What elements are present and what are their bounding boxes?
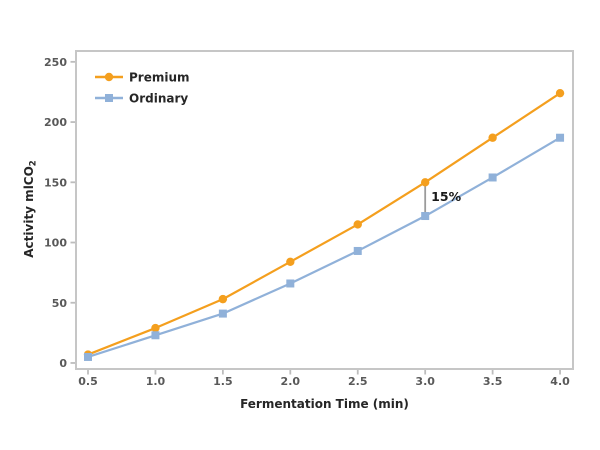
x-tick-label: 3.5 bbox=[483, 375, 503, 388]
y-axis-label: Activity mlCO2 bbox=[22, 160, 39, 258]
x-tick-label: 1.0 bbox=[146, 375, 166, 388]
ordinary-marker bbox=[84, 352, 93, 361]
plot-frame bbox=[75, 50, 574, 370]
ordinary-marker bbox=[353, 246, 362, 255]
premium-marker bbox=[555, 88, 565, 98]
legend-premium-circle-icon bbox=[104, 72, 114, 82]
ordinary-marker bbox=[421, 212, 430, 221]
ordinary-marker bbox=[488, 173, 497, 182]
ordinary-marker bbox=[151, 331, 160, 340]
premium-line bbox=[87, 92, 561, 356]
legend-ordinary-label: Ordinary bbox=[129, 92, 188, 106]
ordinary-marker bbox=[286, 279, 295, 288]
x-tick-label: 4.0 bbox=[550, 375, 570, 388]
premium-marker bbox=[286, 257, 295, 266]
premium-marker bbox=[151, 323, 160, 333]
x-tick-label: 2.0 bbox=[281, 375, 301, 388]
y-tick-label: 50 bbox=[52, 297, 68, 310]
x-tick-label: 0.5 bbox=[78, 375, 98, 388]
premium-marker bbox=[488, 133, 497, 142]
premium-marker bbox=[420, 178, 430, 187]
x-axis-label: Fermentation Time (min) bbox=[240, 397, 409, 411]
premium-marker bbox=[353, 220, 362, 229]
ordinary-marker bbox=[556, 133, 565, 142]
x-tick-label: 1.5 bbox=[213, 375, 233, 388]
y-tick-label: 200 bbox=[44, 116, 67, 129]
y-tick-label: 100 bbox=[44, 237, 67, 250]
x-tick-label: 3.0 bbox=[415, 375, 435, 388]
y-tick-label: 150 bbox=[44, 176, 67, 189]
annotation-label: 15% bbox=[431, 189, 461, 204]
legend-premium-label: Premium bbox=[129, 71, 190, 85]
x-tick-label: 2.5 bbox=[348, 375, 368, 388]
ordinary-line bbox=[87, 136, 561, 359]
legend-ordinary-square-icon bbox=[105, 94, 113, 102]
y-tick-label: 250 bbox=[44, 56, 67, 69]
y-tick-label: 0 bbox=[59, 357, 67, 370]
ordinary-marker bbox=[218, 309, 227, 318]
premium-marker bbox=[218, 294, 228, 304]
